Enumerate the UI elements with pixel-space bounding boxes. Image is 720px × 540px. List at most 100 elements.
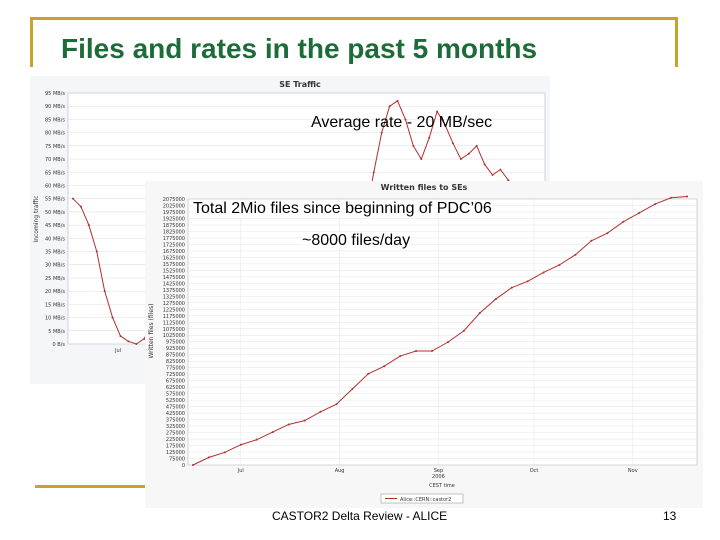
data-point: [462, 329, 465, 332]
x-tick-label: 2006: [432, 474, 445, 480]
data-point: [412, 144, 415, 147]
y-tick-label: 1875000: [163, 223, 185, 229]
y-tick-label: 2075000: [163, 197, 185, 203]
y-tick-label: 75000: [169, 457, 185, 463]
y-tick-label: 1425000: [163, 281, 185, 287]
data-point: [638, 211, 641, 214]
written-files-chart-panel: Written files to SEs Written files (files…: [145, 181, 703, 508]
data-point: [590, 239, 593, 242]
x-tick-label: Oct: [530, 468, 539, 474]
y-tick-label: 1225000: [163, 307, 185, 313]
y-tick-label: 1025000: [163, 333, 185, 339]
y-tick-label: 725000: [166, 372, 185, 378]
data-point: [574, 253, 577, 256]
y-tick-label: 475000: [166, 405, 185, 411]
total-files-annotation: Total 2Mio files since beginning of PDC’…: [193, 200, 492, 218]
plot-area: [187, 198, 698, 466]
y-tick-label: 775000: [166, 366, 185, 372]
y-tick-label: 75 MB/s: [45, 144, 65, 150]
y-tick-label: 1575000: [163, 262, 185, 268]
y-tick-label: 1325000: [163, 294, 185, 300]
data-point: [467, 152, 470, 155]
data-point: [431, 350, 434, 352]
data-point: [491, 173, 494, 176]
slide-title: Files and rates in the past 5 months: [61, 33, 538, 64]
data-point: [367, 372, 370, 375]
data-point: [223, 451, 226, 454]
frame-left-rule: [30, 17, 33, 67]
y-tick-label: 30 MB/s: [45, 263, 65, 269]
y-tick-label: 1275000: [163, 301, 185, 307]
data-point: [444, 123, 447, 126]
frame-right-rule: [675, 17, 678, 67]
y-tick-label: 825000: [166, 359, 185, 365]
data-point: [459, 158, 462, 161]
data-point: [255, 438, 258, 441]
legend-label: Alice::CERN::castor2: [400, 497, 451, 503]
y-tick-label: 35 MB/s: [45, 250, 65, 256]
y-tick-label: 1675000: [163, 249, 185, 255]
page-number: 13: [663, 509, 677, 523]
y-axis-label: Incoming traffic: [33, 195, 40, 242]
y-tick-label: 1525000: [163, 268, 185, 274]
y-tick-label: 225000: [166, 437, 185, 443]
y-tick-label: 0 B/s: [53, 342, 66, 348]
data-point: [79, 205, 82, 208]
data-point: [415, 350, 418, 352]
y-tick-label: 50 MB/s: [45, 210, 65, 216]
y-tick-label: 40 MB/s: [45, 236, 65, 242]
y-tick-label: 85 MB/s: [45, 117, 65, 123]
data-point: [388, 105, 391, 108]
data-point: [399, 355, 402, 358]
data-point: [372, 171, 375, 174]
frame-top-rule: [30, 17, 678, 20]
y-tick-label: 525000: [166, 398, 185, 404]
data-point: [103, 290, 106, 293]
y-tick-label: 1075000: [163, 327, 185, 333]
y-tick-label: 625000: [166, 385, 185, 391]
data-point: [451, 142, 454, 145]
x-tick-label: Jul: [114, 348, 121, 354]
y-tick-label: 1925000: [163, 216, 185, 222]
data-point: [111, 316, 114, 319]
data-point: [420, 158, 423, 161]
data-point: [351, 388, 354, 390]
data-point: [670, 196, 673, 199]
data-point: [510, 286, 513, 289]
data-point: [507, 179, 510, 182]
y-tick-label: 175000: [166, 444, 185, 450]
chart-title: Written files to SEs: [381, 183, 468, 192]
data-point: [499, 168, 502, 171]
y-tick-label: 90 MB/s: [45, 104, 65, 110]
frame-bottom-rule: [35, 485, 145, 488]
data-point: [558, 263, 561, 266]
files-per-day-annotation: ~8000 files/day: [302, 232, 411, 250]
data-point: [606, 232, 609, 235]
y-tick-label: 1725000: [163, 242, 185, 248]
data-point: [135, 343, 138, 345]
y-tick-label: 10 MB/s: [45, 316, 65, 322]
y-tick-label: 65 MB/s: [45, 170, 65, 176]
y-tick-label: 45 MB/s: [45, 223, 65, 229]
y-tick-label: 1975000: [163, 210, 185, 216]
y-tick-label: 425000: [166, 411, 185, 417]
data-point: [428, 136, 431, 139]
y-tick-label: 575000: [166, 392, 185, 398]
data-point: [475, 144, 478, 147]
chart-title: SE Traffic: [279, 80, 321, 89]
y-tick-label: 60 MB/s: [45, 183, 65, 189]
y-tick-label: 1125000: [163, 320, 185, 326]
data-point: [319, 410, 322, 413]
data-point: [287, 423, 290, 426]
data-point: [119, 335, 122, 338]
data-point: [654, 203, 657, 206]
y-tick-label: 875000: [166, 353, 185, 359]
data-point: [396, 99, 399, 102]
y-tick-label: 0: [182, 463, 185, 469]
data-point: [446, 341, 449, 344]
y-tick-label: 70 MB/s: [45, 157, 65, 163]
x-tick-label: Sep: [434, 468, 443, 474]
data-point: [192, 464, 194, 466]
y-tick-label: 925000: [166, 346, 185, 352]
y-tick-label: 1375000: [163, 288, 185, 294]
